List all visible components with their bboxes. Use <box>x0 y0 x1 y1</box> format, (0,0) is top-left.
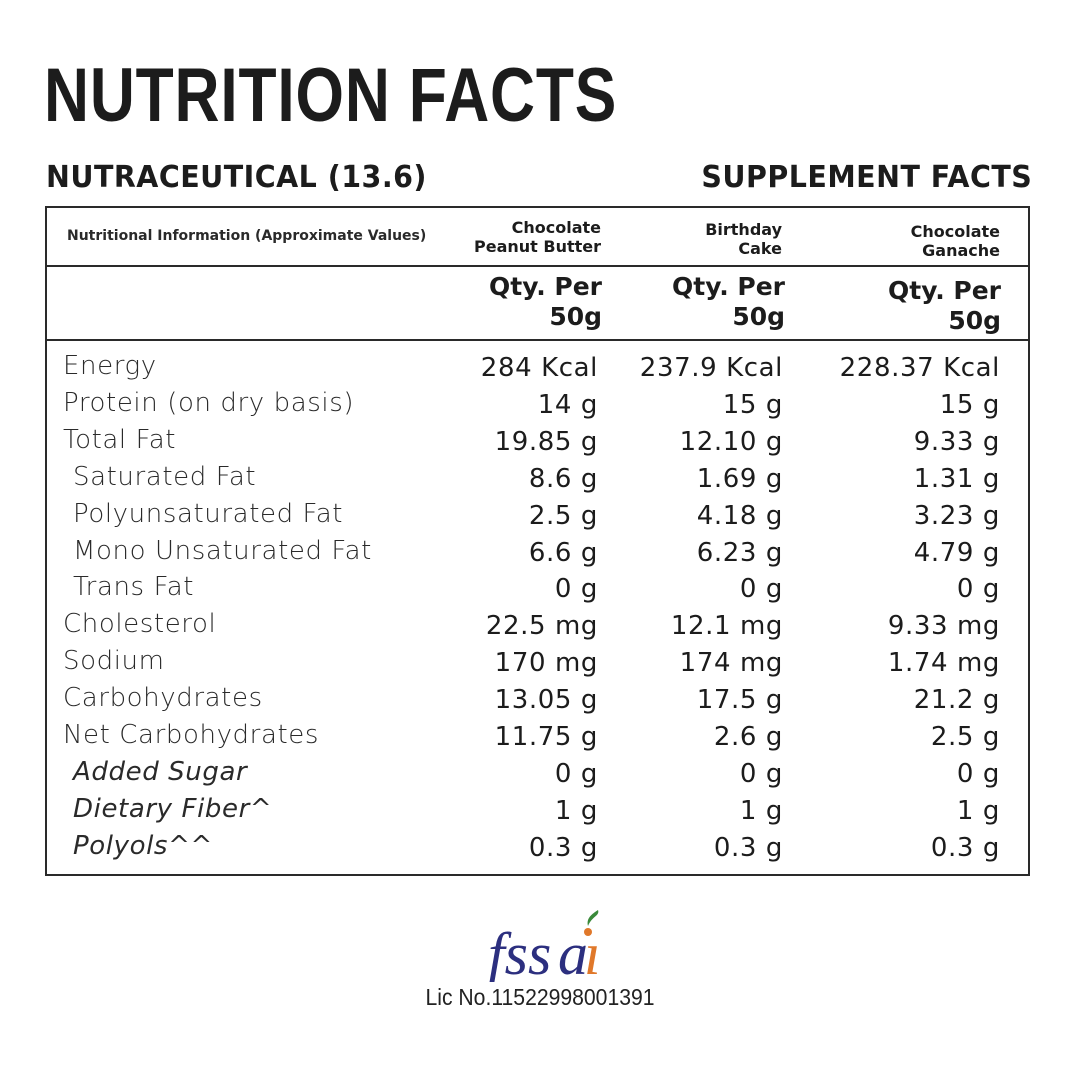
nutrient-value: 174 mg <box>679 648 783 679</box>
product-category: NUTRACEUTICAL (13.6) <box>46 160 427 195</box>
nutrient-value: 12.10 g <box>679 426 783 457</box>
nutrient-value: 0.3 g <box>713 832 783 863</box>
table-row: Protein (on dry basis) 14 g 15 g 15 g <box>47 388 1028 425</box>
fssai-logo-i: ı <box>584 921 601 982</box>
nutrient-label: Carbohydrates <box>63 683 263 714</box>
nutrient-label: Net Carbohydrates <box>63 720 320 750</box>
qty-divider <box>47 339 1028 341</box>
nutrient-value: 3.23 g <box>913 500 1000 531</box>
nutrient-value: 9.33 mg <box>887 611 1000 642</box>
nutrient-value: 0 g <box>739 574 783 605</box>
nutrient-value: 0 g <box>554 758 598 789</box>
nutrient-value: 2.6 g <box>713 722 783 752</box>
nutrient-value: 0.3 g <box>930 832 1000 863</box>
fssai-logo-icon: fss a ı <box>488 910 601 982</box>
nutrient-label: Polyunsaturated Fat <box>73 498 344 529</box>
nutrient-value: 228.37 Kcal <box>839 353 1000 383</box>
nutrient-value: 0.3 g <box>528 832 598 863</box>
nutrient-value: 1.69 g <box>696 463 783 494</box>
table-row: Cholesterol 22.5 mg 12.1 mg 9.33 mg <box>47 609 1028 646</box>
nutrient-label: Mono Unsaturated Fat <box>73 535 372 566</box>
nutrient-value: 0 g <box>554 574 598 605</box>
nutrient-label: Sodium <box>63 646 165 677</box>
nutrient-value: 17.5 g <box>696 685 783 716</box>
nutrient-value: 1 g <box>956 795 1000 826</box>
info-header: Nutritional Information (Approximate Val… <box>67 228 427 244</box>
nutrient-value: 8.6 g <box>528 463 598 494</box>
nutrient-value: 4.18 g <box>696 500 783 531</box>
nutrient-label: Total Fat <box>63 424 177 455</box>
fssai-logo-letters: fss <box>488 921 551 982</box>
nutrient-label: Polyols^^ <box>73 830 213 861</box>
nutrient-value: 1 g <box>739 795 783 826</box>
nutrient-value: 0 g <box>956 574 1000 605</box>
table-row: Dietary Fiber^ 1 g 1 g 1 g <box>47 794 1028 831</box>
nutrient-value: 22.5 mg <box>485 611 598 642</box>
page-title: NUTRITION FACTS <box>44 53 618 138</box>
qty-header-col-1: Qty. Per 50g <box>488 272 602 331</box>
table-row: Mono Unsaturated Fat 6.6 g 6.23 g 4.79 g <box>47 536 1028 573</box>
nutrient-label: Trans Fat <box>73 572 195 603</box>
table-row: Carbohydrates 13.05 g 17.5 g 21.2 g <box>47 683 1028 720</box>
nutrient-value: 1.31 g <box>913 463 1000 494</box>
nutrient-value: 15 g <box>722 389 783 420</box>
table-row: Total Fat 19.85 g 12.10 g 9.33 g <box>47 425 1028 462</box>
column-header-birthday-cake: Birthday Cake <box>705 220 782 258</box>
nutrient-value: 12.1 mg <box>670 611 783 642</box>
nutrient-label: Energy <box>63 351 157 381</box>
table-row: Polyols^^ 0.3 g 0.3 g 0.3 g <box>47 831 1028 868</box>
table-row: Saturated Fat 8.6 g 1.69 g 1.31 g <box>47 462 1028 499</box>
nutrient-value: 14 g <box>537 389 598 420</box>
dot-icon <box>584 928 592 936</box>
column-header-chocolate-ganache: Chocolate Ganache <box>910 222 1000 260</box>
nutrient-label: Added Sugar <box>73 756 248 787</box>
table-row: Trans Fat 0 g 0 g 0 g <box>47 572 1028 609</box>
nutrient-value: 1 g <box>554 795 598 826</box>
table-row: Sodium 170 mg 174 mg 1.74 mg <box>47 646 1028 683</box>
nutrient-value: 19.85 g <box>494 426 598 457</box>
table-row: Added Sugar 0 g 0 g 0 g <box>47 757 1028 794</box>
nutrition-table: Nutritional Information (Approximate Val… <box>45 206 1030 876</box>
supplement-facts-heading: SUPPLEMENT FACTS <box>701 160 1032 195</box>
nutrient-value: 9.33 g <box>913 426 1000 457</box>
nutrient-value: 0 g <box>956 758 1000 789</box>
header-divider <box>47 265 1028 267</box>
leaf-icon <box>587 910 599 926</box>
nutrient-value: 237.9 Kcal <box>639 353 783 383</box>
table-row: Net Carbohydrates 11.75 g 2.6 g 2.5 g <box>47 720 1028 757</box>
nutrient-label: Dietary Fiber^ <box>73 793 273 824</box>
nutrient-value: 6.6 g <box>528 537 598 568</box>
nutrient-value: 15 g <box>939 389 1000 420</box>
nutrient-label: Saturated Fat <box>73 461 257 492</box>
nutrient-value: 0 g <box>739 758 783 789</box>
nutrient-value: 170 mg <box>494 648 598 679</box>
qty-header-col-2: Qty. Per 50g <box>671 272 785 331</box>
nutrient-value: 6.23 g <box>696 537 783 568</box>
nutrient-value: 2.5 g <box>528 500 598 531</box>
nutrient-value: 1.74 mg <box>887 648 1000 679</box>
nutrient-value: 11.75 g <box>494 722 598 752</box>
table-row: Energy 284 Kcal 237.9 Kcal 228.37 Kcal <box>47 351 1028 388</box>
nutrient-label: Protein (on dry basis) <box>63 387 355 418</box>
column-header-chocolate-peanut-butter: Chocolate Peanut Butter <box>474 218 601 256</box>
table-row: Polyunsaturated Fat 2.5 g 4.18 g 3.23 g <box>47 499 1028 536</box>
nutrient-value: 2.5 g <box>930 722 1000 752</box>
nutrient-value: 4.79 g <box>913 537 1000 568</box>
license-number: Lic No.11522998001391 <box>425 984 655 1010</box>
nutrient-value: 284 Kcal <box>480 353 598 383</box>
nutrient-label: Cholesterol <box>63 609 217 640</box>
qty-header-col-3: Qty. Per 50g <box>887 276 1001 335</box>
nutrient-value: 13.05 g <box>494 685 598 716</box>
nutrient-value: 21.2 g <box>913 685 1000 716</box>
fssai-logo-a: a <box>558 921 588 982</box>
